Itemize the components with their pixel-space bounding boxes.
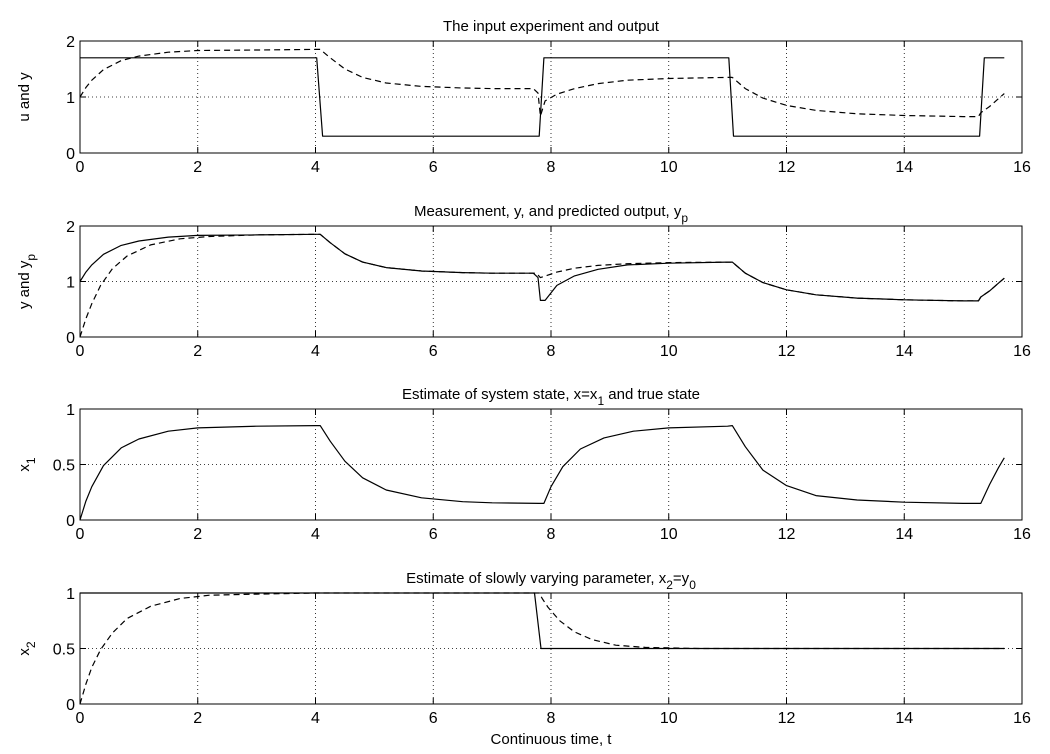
y-axis-label-text: x [16, 648, 33, 656]
x-tick-label: 12 [778, 343, 796, 360]
y-axis-label-text: x [16, 464, 33, 472]
y-tick-label: 2 [66, 34, 75, 51]
x-tick-label: 8 [547, 710, 556, 727]
chart-panel-4: 0 2 4 6 8 10 12 14 16 0 0.5 1 Estimate of slowly var… [16, 570, 1031, 748]
chart-title: Estimate of slowly varying parameter, x2… [406, 570, 696, 592]
y-axis-label: x1 [16, 457, 38, 472]
y-tick-label: 0.5 [53, 642, 75, 659]
chart-title-text-after: and true state [604, 386, 700, 403]
x-tick-label: 8 [547, 159, 556, 176]
series-line-dashed [79, 592, 1005, 705]
y-tick-label: 0.5 [53, 458, 75, 475]
x-tick-label: 0 [76, 710, 85, 727]
series-line-solid [80, 57, 1005, 137]
x-tick-label: 14 [895, 526, 913, 543]
y-tick-label: 0 [66, 513, 75, 530]
x-tick-label: 14 [895, 710, 913, 727]
y-axis-label-subscript: 1 [24, 457, 38, 464]
series-line-dashed [79, 233, 1005, 338]
x-axis-label: Continuous time, t [491, 731, 613, 748]
y-tick-label: 1 [66, 275, 75, 292]
x-tick-label: 4 [311, 710, 320, 727]
x-tick-label: 2 [193, 343, 202, 360]
x-tick-label: 16 [1013, 159, 1031, 176]
chart-title-subscript: p [681, 211, 688, 225]
chart-title: Estimate of system state, x=x1 and true … [402, 386, 700, 408]
chart-title-text: The input experiment and output [443, 18, 660, 35]
x-tick-label: 12 [778, 159, 796, 176]
x-tick-label: 10 [660, 343, 678, 360]
series-line-solid [79, 233, 1005, 302]
x-tick-label: 10 [660, 526, 678, 543]
x-tick-label: 12 [778, 710, 796, 727]
chart-title-subscript-2: 0 [689, 578, 696, 592]
x-tick-label: 6 [429, 710, 438, 727]
chart-title-text-after: =y [673, 570, 690, 587]
series-line-solid [80, 592, 1005, 650]
chart-title: The input experiment and output [443, 18, 660, 35]
series-line-dashed [79, 48, 1005, 118]
x-tick-label: 2 [193, 710, 202, 727]
y-axis-label-subscript: 2 [24, 641, 38, 648]
x-tick-label: 4 [311, 343, 320, 360]
x-tick-label: 6 [429, 526, 438, 543]
x-tick-label: 12 [778, 526, 796, 543]
x-tick-label: 14 [895, 159, 913, 176]
y-tick-label: 0 [66, 146, 75, 163]
y-tick-label: 1 [66, 402, 75, 419]
x-tick-label: 6 [429, 343, 438, 360]
x-tick-label: 6 [429, 159, 438, 176]
y-tick-label: 0 [66, 330, 75, 347]
x-tick-label: 4 [311, 526, 320, 543]
chart-title-subscript: 2 [666, 578, 673, 592]
x-tick-label: 8 [547, 343, 556, 360]
x-tick-label: 2 [193, 159, 202, 176]
chart-title-text: Estimate of slowly varying parameter, x [406, 570, 667, 587]
x-tick-label: 0 [76, 159, 85, 176]
y-tick-label: 1 [66, 90, 75, 107]
chart-title-text: Measurement, y, and predicted output, y [414, 203, 682, 220]
y-axis-label-subscript: p [24, 254, 38, 261]
y-axis-label-text: y and y [16, 260, 33, 309]
x-tick-label: 16 [1013, 343, 1031, 360]
y-axis-label-text: u and y [16, 72, 33, 122]
y-axis-label: x2 [16, 641, 38, 656]
chart-title-subscript: 1 [597, 394, 604, 408]
x-tick-label: 0 [76, 526, 85, 543]
chart-title-text: Estimate of system state, x=x [402, 386, 598, 403]
y-tick-label: 1 [66, 586, 75, 603]
y-tick-label: 0 [66, 697, 75, 714]
x-tick-label: 8 [547, 526, 556, 543]
x-tick-label: 10 [660, 159, 678, 176]
y-axis-label: y and yp [16, 254, 38, 309]
x-tick-label: 16 [1013, 710, 1031, 727]
x-tick-label: 2 [193, 526, 202, 543]
y-axis-label: u and y [16, 72, 33, 122]
chart-title: Measurement, y, and predicted output, yp [414, 203, 688, 225]
series-line-solid [79, 425, 1005, 521]
x-tick-label: 14 [895, 343, 913, 360]
x-tick-label: 4 [311, 159, 320, 176]
x-tick-label: 0 [76, 343, 85, 360]
x-tick-label: 16 [1013, 526, 1031, 543]
y-tick-label: 2 [66, 219, 75, 236]
x-tick-label: 10 [660, 710, 678, 727]
